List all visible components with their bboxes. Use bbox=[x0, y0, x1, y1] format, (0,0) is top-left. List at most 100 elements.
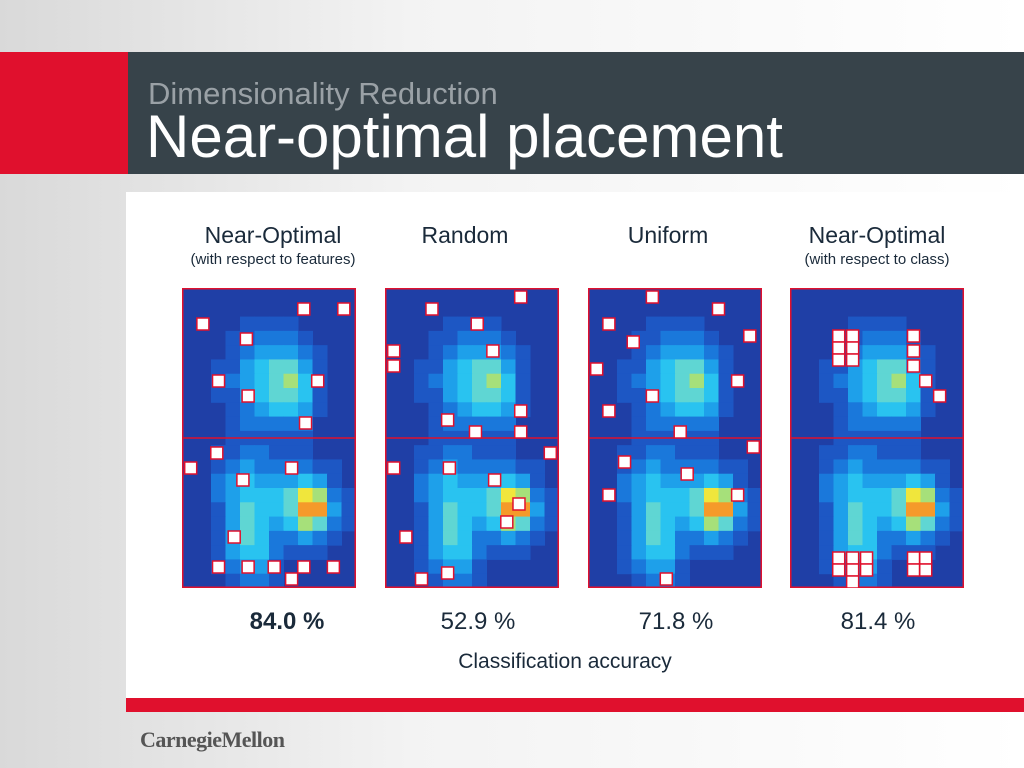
heatmap-cell bbox=[254, 530, 270, 546]
heatmap-cell bbox=[877, 545, 892, 560]
heatmap-cell bbox=[877, 488, 892, 503]
heatmap-cell bbox=[689, 416, 705, 432]
sensor-marker bbox=[470, 317, 484, 331]
heatmap-cell bbox=[660, 559, 676, 575]
heatmap-cell bbox=[920, 473, 936, 489]
sensor-marker bbox=[414, 572, 429, 586]
sensor-marker bbox=[310, 374, 325, 388]
heatmap-cell bbox=[718, 373, 734, 389]
heatmap-cell bbox=[211, 488, 226, 503]
heatmap-cell bbox=[819, 473, 834, 489]
heatmap-cell bbox=[254, 459, 270, 475]
heatmap-cell bbox=[211, 502, 226, 518]
sensor-marker bbox=[845, 575, 860, 588]
heatmap-cell bbox=[675, 388, 690, 403]
heatmap-cell bbox=[414, 388, 429, 403]
heatmap-cell bbox=[646, 516, 661, 532]
heatmap-cell bbox=[891, 373, 907, 389]
sensor-marker bbox=[730, 488, 745, 502]
heatmap-cell bbox=[935, 473, 950, 489]
heatmap-cell bbox=[877, 516, 892, 532]
heatmap-cell bbox=[891, 516, 907, 532]
sensor-marker bbox=[386, 461, 401, 475]
sensor-marker bbox=[386, 359, 401, 373]
heatmap-cell bbox=[443, 373, 458, 389]
heatmap-cell bbox=[298, 516, 313, 532]
heatmap-cell bbox=[341, 488, 356, 503]
heatmap-border bbox=[790, 288, 964, 588]
heatmap-cell bbox=[906, 530, 921, 546]
sensor-marker bbox=[196, 317, 210, 331]
heatmap-cell bbox=[862, 402, 878, 418]
sensor-marker bbox=[486, 344, 500, 358]
heatmap-cell bbox=[862, 516, 878, 532]
heatmap-cell bbox=[443, 388, 458, 403]
heatmap-cell bbox=[240, 373, 255, 389]
heatmap-cell bbox=[920, 530, 936, 546]
sensor-marker bbox=[386, 344, 401, 358]
heatmap-cell bbox=[225, 359, 241, 375]
heatmap-cell bbox=[877, 445, 892, 460]
heatmap-cell bbox=[457, 316, 473, 332]
sensor-marker bbox=[442, 461, 457, 475]
heatmap-cell bbox=[486, 530, 502, 546]
heatmap-cell bbox=[660, 416, 676, 432]
heatmap-cell bbox=[704, 530, 719, 546]
sensor-marker bbox=[513, 425, 528, 439]
heatmap-cell bbox=[269, 488, 284, 503]
carnegie-mellon-logo: CarnegieMellon bbox=[140, 727, 285, 752]
sensor-marker bbox=[602, 404, 616, 418]
heatmap-cell bbox=[862, 388, 878, 403]
heatmap-cell bbox=[225, 330, 241, 346]
heatmap-cell bbox=[457, 516, 473, 532]
heatmap-cell bbox=[283, 388, 299, 403]
heatmap-cell bbox=[269, 530, 284, 546]
heatmap-cell bbox=[660, 488, 676, 503]
heatmap-cell bbox=[631, 345, 647, 360]
heatmap-cell bbox=[877, 345, 892, 360]
heatmap-cell bbox=[689, 545, 705, 560]
heatmap-cell bbox=[920, 359, 936, 375]
sensor-marker bbox=[645, 389, 660, 403]
heatmap-cell bbox=[240, 545, 255, 560]
heatmap-cell bbox=[240, 516, 255, 532]
heatmap-cell bbox=[862, 473, 878, 489]
heatmap-cell bbox=[486, 402, 502, 418]
sensor-marker bbox=[746, 440, 761, 454]
column-subtitle-text: (with respect to class) bbox=[804, 251, 950, 268]
heatmap-cell bbox=[704, 502, 719, 518]
heatmap-cell bbox=[675, 488, 690, 503]
heatmap-cell bbox=[443, 330, 458, 346]
accuracy-uniform: 71.8 % bbox=[638, 608, 714, 635]
sensor-marker bbox=[831, 551, 846, 565]
heatmap-cell bbox=[443, 516, 458, 532]
heatmap-cell bbox=[906, 516, 921, 532]
heatmap-cell bbox=[906, 502, 921, 518]
heatmap-cell bbox=[240, 445, 255, 460]
heatmap-cell bbox=[718, 530, 734, 546]
sensor-marker bbox=[859, 563, 874, 577]
heatmap-cell bbox=[486, 488, 502, 503]
heatmap-cell bbox=[675, 445, 690, 460]
heatmap-cell bbox=[254, 316, 270, 332]
heatmap-cell bbox=[848, 316, 863, 332]
heatmap-cell bbox=[486, 502, 502, 518]
heatmap-cell bbox=[269, 573, 284, 588]
heatmap-cell bbox=[428, 445, 444, 460]
heatmap-cell bbox=[689, 445, 705, 460]
heatmap-cell bbox=[877, 388, 892, 403]
heatmap-cell bbox=[211, 459, 226, 475]
heatmap-cell bbox=[414, 445, 429, 460]
heatmap-cell bbox=[675, 573, 690, 588]
heatmap-cell bbox=[211, 359, 226, 375]
heatmap-cell bbox=[631, 445, 647, 460]
sensor-marker bbox=[500, 515, 514, 529]
heatmap-cell bbox=[631, 530, 647, 546]
heatmap-cell bbox=[283, 316, 299, 332]
heatmap-cell bbox=[877, 330, 892, 346]
heatmap-cell bbox=[862, 359, 878, 375]
heatmap-cell bbox=[906, 488, 921, 503]
heatmap-cell bbox=[472, 359, 487, 375]
heatmap-cell bbox=[819, 502, 834, 518]
heatmap-cell bbox=[833, 445, 849, 460]
